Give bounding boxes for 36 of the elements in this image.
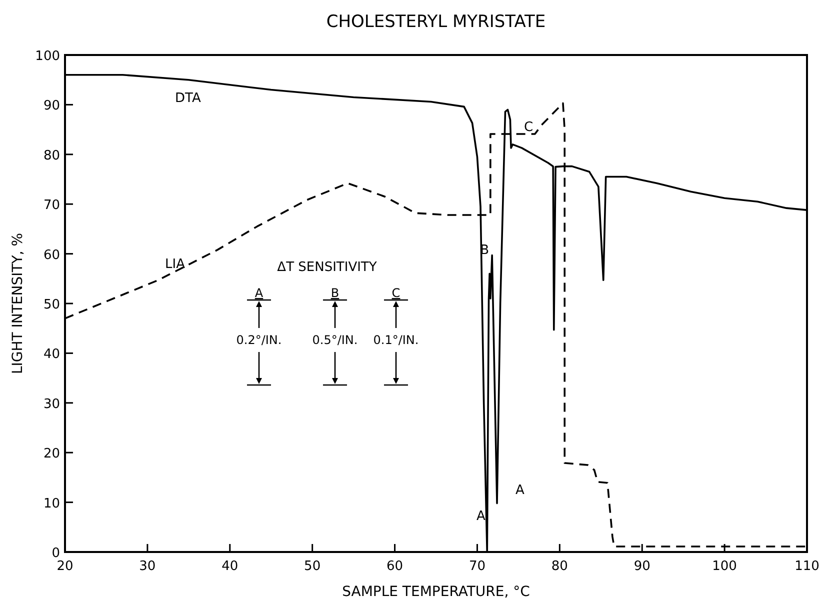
y-tick-label: 20 bbox=[43, 446, 60, 462]
annotation: B bbox=[330, 286, 340, 300]
y-axis-title: LIGHT INTENSITY, % bbox=[10, 232, 26, 374]
annotation: A bbox=[476, 509, 486, 524]
series-label: DTA bbox=[175, 91, 201, 106]
x-tick-label: 30 bbox=[139, 559, 156, 574]
annotation: A bbox=[516, 483, 525, 498]
x-tick-label: 100 bbox=[712, 559, 737, 574]
x-tick-label: 20 bbox=[56, 559, 74, 574]
x-tick-label: 90 bbox=[634, 559, 650, 574]
y-tick-label: 10 bbox=[43, 496, 60, 512]
x-tick-label: 60 bbox=[386, 559, 404, 574]
y-tick-label: 30 bbox=[43, 396, 60, 412]
y-tick-label: 0 bbox=[52, 546, 60, 561]
y-tick-label: 70 bbox=[43, 198, 60, 214]
y-tick-label: 80 bbox=[43, 148, 60, 164]
series-label: LIA bbox=[165, 257, 186, 272]
annotation: ΔT SENSITIVITY bbox=[277, 260, 377, 275]
x-tick-label: 80 bbox=[551, 559, 568, 574]
annotation: 0.2°/IN. bbox=[236, 333, 282, 347]
annotation: A bbox=[254, 286, 264, 300]
x-tick-label: 70 bbox=[468, 559, 486, 574]
x-tick-label: 110 bbox=[794, 559, 819, 574]
annotation: 0.5°/IN. bbox=[312, 333, 358, 347]
x-tick-label: 50 bbox=[304, 559, 321, 574]
y-tick-label: 50 bbox=[43, 298, 60, 312]
chart-title: CHOLESTERYL MYRISTATE bbox=[326, 12, 546, 32]
annotation: C bbox=[392, 286, 400, 300]
x-tick-label: 40 bbox=[222, 559, 238, 574]
y-tick-label: 40 bbox=[43, 347, 60, 362]
annotation: 0.1°/IN. bbox=[373, 333, 419, 347]
y-tick-label: 60 bbox=[43, 248, 60, 263]
y-tick-label: 90 bbox=[43, 98, 60, 114]
annotation: C bbox=[524, 120, 534, 135]
x-axis-title: SAMPLE TEMPERATURE, °C bbox=[342, 584, 530, 600]
y-tick-label: 100 bbox=[35, 49, 60, 64]
